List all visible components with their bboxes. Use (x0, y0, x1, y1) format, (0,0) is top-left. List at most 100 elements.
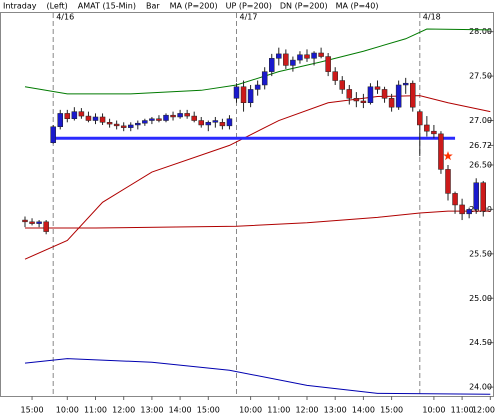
legend-entry: MA (P=40) (336, 2, 379, 11)
candle-body (261, 71, 268, 86)
candle-body (170, 114, 176, 118)
candle-body (99, 116, 106, 123)
y-tick-label: 24.50 (469, 338, 492, 347)
y-tick-label: 25.00 (469, 294, 492, 303)
candle-body (29, 221, 35, 224)
candle-body (128, 124, 134, 128)
legend-entry: MA (P=200) (170, 2, 218, 11)
candle-body (452, 193, 458, 206)
header-text: Bar (146, 2, 160, 11)
candle-body (459, 204, 465, 215)
candle-body (135, 122, 141, 126)
candle-body (184, 113, 190, 117)
candle-body (473, 182, 479, 210)
candle-body (191, 115, 197, 121)
candle-body (339, 80, 345, 90)
candle-body (247, 89, 254, 104)
session-label: 4/18 (423, 13, 441, 22)
y-tick-label: 26.50 (469, 160, 492, 169)
candle-body (64, 113, 71, 119)
session-label: 4/17 (240, 13, 258, 22)
legend-entry: UP (P=200) (226, 2, 272, 11)
session-label: 4/16 (56, 13, 74, 22)
candle-body (92, 116, 99, 121)
x-tick-label: 12:00 (295, 406, 318, 415)
candle-body (269, 58, 275, 72)
candle-body (233, 86, 240, 99)
indicator-line (24, 28, 491, 95)
candle-body (106, 122, 113, 125)
x-tick-label: 10:00 (56, 406, 79, 415)
candle-body (438, 133, 444, 170)
candle-body (480, 182, 486, 212)
y-tick-label: 24.00 (469, 383, 492, 392)
indicator-line (24, 358, 491, 395)
candle-body (219, 122, 226, 127)
x-tick-label: 12:00 (112, 406, 135, 415)
candle-body (332, 71, 338, 81)
candle-body (297, 54, 303, 61)
candle-body (50, 126, 56, 143)
candle-body (283, 53, 289, 66)
candle-body (290, 59, 296, 66)
candle-body (466, 209, 472, 215)
x-tick-label: 15:00 (380, 406, 403, 415)
candle-body (43, 221, 49, 232)
candle-body (402, 82, 409, 86)
candle-body (212, 120, 219, 123)
x-tick-label: 13:00 (140, 406, 163, 415)
plot-frame (0, 12, 494, 397)
y-tick-label: 25.50 (469, 249, 492, 258)
candle-body (142, 120, 148, 124)
x-tick-label: 10:00 (239, 406, 262, 415)
marker-star (443, 151, 453, 161)
candle-body (254, 84, 261, 90)
candle-body (381, 89, 388, 99)
candle-body (318, 52, 324, 57)
indicator-line (25, 210, 491, 229)
candle-body (417, 111, 423, 126)
candle-body (85, 115, 92, 121)
x-tick-label: 12:00 (472, 406, 495, 415)
candle-body (431, 130, 437, 135)
x-tick-label: 14:00 (169, 406, 192, 415)
candle-body (57, 113, 63, 127)
candle-body (388, 98, 395, 108)
header: Intraday (Left) AMAT (15-Min) Bar MA (P=200)… (3, 2, 378, 11)
candle-body (424, 124, 430, 132)
candle-body (395, 84, 402, 108)
candle-body (120, 125, 127, 128)
candle-body (177, 113, 183, 118)
candle-body (353, 98, 360, 102)
candle-body (410, 82, 416, 108)
y-tick-label: 26.72 (469, 141, 492, 150)
candle-body (149, 118, 155, 121)
legend-entry: DN (P=200) (280, 2, 328, 11)
candle-body (311, 52, 317, 59)
candle-body (325, 56, 331, 72)
candle-body (156, 118, 162, 121)
candle-body (374, 86, 381, 90)
x-tick-label: 11:00 (451, 406, 474, 415)
candle-body (360, 100, 367, 104)
candle-body (304, 54, 310, 59)
candle-body (367, 86, 374, 104)
candle-body (226, 118, 233, 127)
candle-body (240, 86, 247, 104)
x-tick-label: 13:00 (324, 406, 347, 415)
x-tick-label: 14:00 (352, 406, 375, 415)
candle-body (198, 120, 204, 126)
candle-body (71, 111, 78, 119)
candle-body (205, 122, 212, 126)
candle-body (78, 111, 85, 117)
candle-body (113, 123, 120, 127)
x-tick-label: 11:00 (84, 406, 107, 415)
y-tick-label: 28.00 (469, 27, 492, 36)
indicator-line (24, 95, 491, 260)
candle-body (346, 89, 353, 99)
x-tick-label: 10:00 (422, 406, 445, 415)
header-text: AMAT (15-Min) (78, 2, 136, 11)
candle-body (22, 219, 28, 223)
